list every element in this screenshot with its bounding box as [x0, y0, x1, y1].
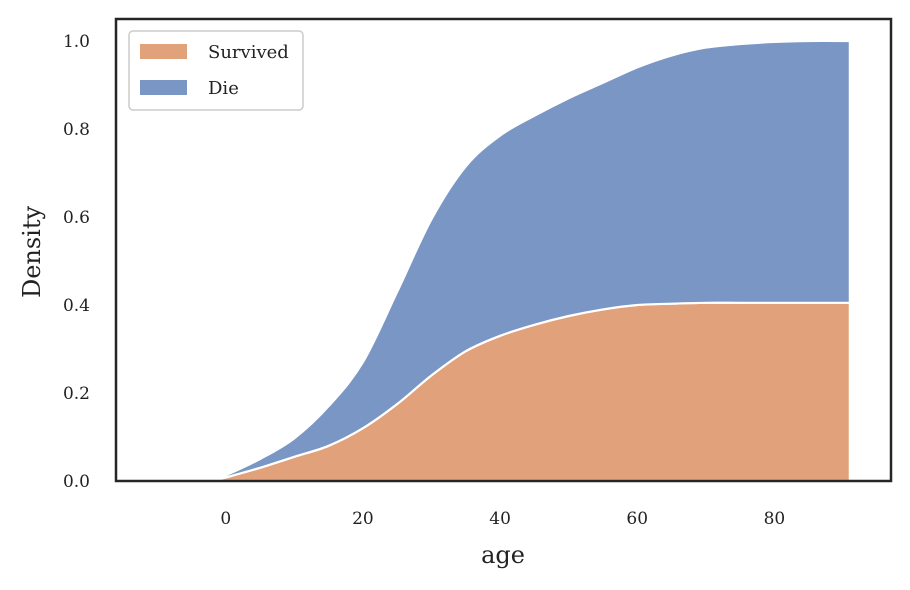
plot-frame [114, 17, 893, 483]
legend-swatch-survived [140, 44, 187, 59]
area-die [210, 39, 851, 483]
y-tick-label: 0.4 [63, 296, 90, 316]
x-tick-label: 40 [489, 509, 511, 529]
legend: Survived Die [128, 30, 304, 111]
y-axis-title: Density [18, 206, 46, 299]
y-tick-label: 0.6 [63, 208, 90, 228]
legend-label-die: Die [208, 78, 239, 99]
y-tick-label: 0.8 [63, 120, 90, 140]
x-axis-title: age [481, 541, 525, 569]
x-tick-label: 20 [352, 509, 374, 529]
x-tick-label: 60 [626, 509, 648, 529]
legend-label-survived: Survived [208, 42, 289, 63]
x-tick-label: 80 [764, 509, 786, 529]
x-tick-label: 0 [220, 509, 231, 529]
y-tick-label: 0.2 [63, 384, 90, 404]
legend-swatch-die [140, 80, 187, 95]
y-axis-ticks: 0.0 0.2 0.4 0.6 0.8 1.0 [63, 32, 90, 492]
y-tick-label: 0.0 [63, 472, 90, 492]
x-axis-ticks: 0 20 40 60 80 [220, 509, 785, 529]
y-tick-label: 1.0 [63, 32, 90, 52]
